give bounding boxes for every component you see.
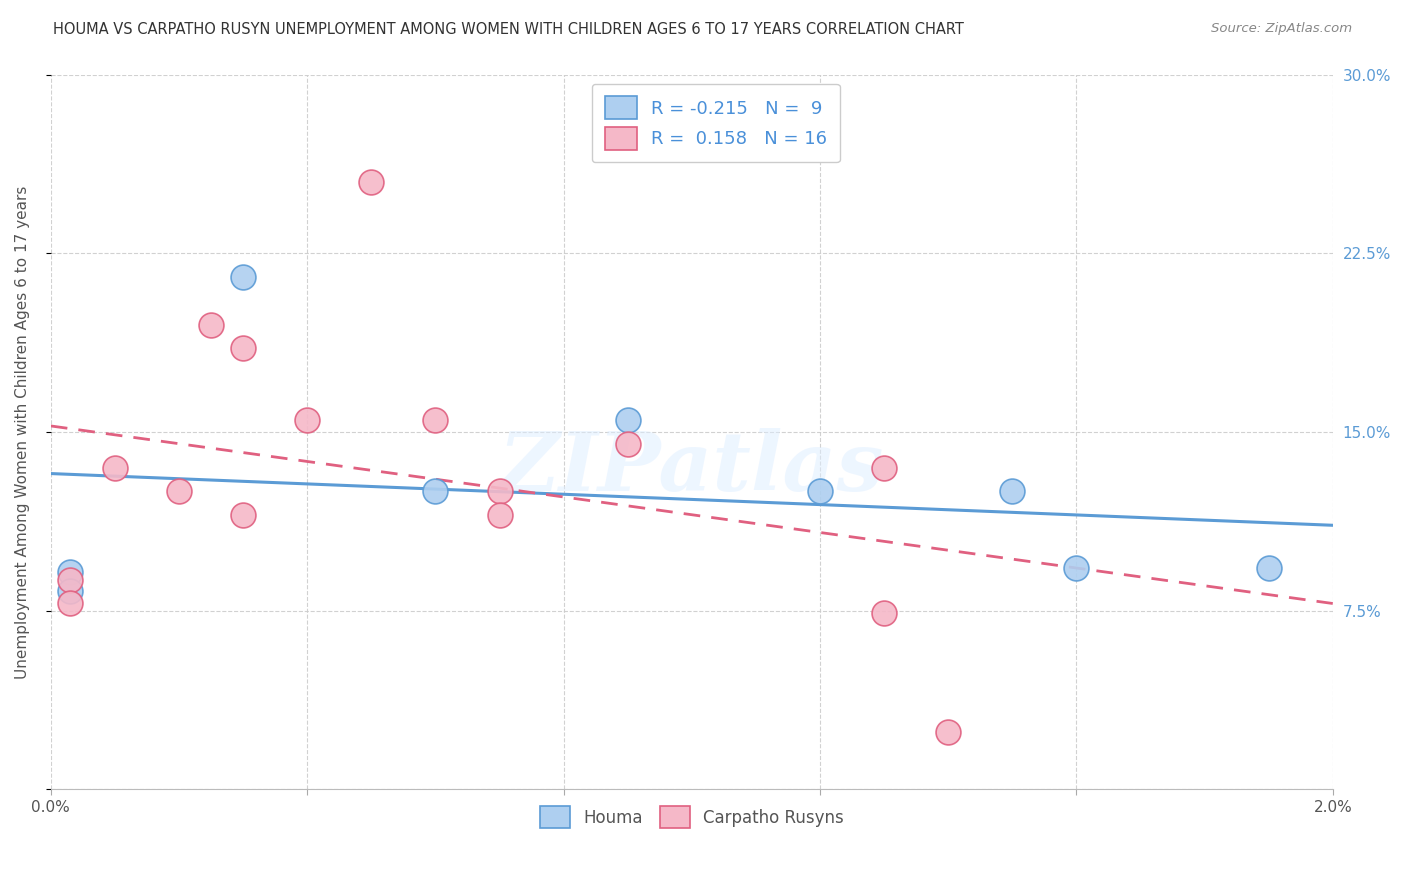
Point xyxy=(808,484,831,499)
Point xyxy=(616,413,638,427)
Point xyxy=(1001,484,1024,499)
Point xyxy=(167,484,190,499)
Point xyxy=(59,584,82,599)
Y-axis label: Unemployment Among Women with Children Ages 6 to 17 years: Unemployment Among Women with Children A… xyxy=(15,186,30,679)
Text: ZIPatlas: ZIPatlas xyxy=(499,427,884,508)
Point xyxy=(360,175,382,189)
Point xyxy=(297,413,319,427)
Point xyxy=(425,413,447,427)
Point xyxy=(616,437,638,451)
Point xyxy=(1257,560,1279,574)
Legend: Houma, Carpatho Rusyns: Houma, Carpatho Rusyns xyxy=(533,800,851,835)
Point xyxy=(488,508,510,523)
Point xyxy=(936,725,959,739)
Point xyxy=(488,484,510,499)
Point xyxy=(59,573,82,587)
Text: Source: ZipAtlas.com: Source: ZipAtlas.com xyxy=(1212,22,1353,36)
Point xyxy=(200,318,222,332)
Point xyxy=(873,606,896,620)
Point xyxy=(232,508,254,523)
Point xyxy=(104,460,127,475)
Point xyxy=(873,460,896,475)
Point xyxy=(59,596,82,610)
Point xyxy=(232,270,254,285)
Point xyxy=(232,342,254,356)
Point xyxy=(425,484,447,499)
Point xyxy=(1066,560,1088,574)
Text: HOUMA VS CARPATHO RUSYN UNEMPLOYMENT AMONG WOMEN WITH CHILDREN AGES 6 TO 17 YEAR: HOUMA VS CARPATHO RUSYN UNEMPLOYMENT AMO… xyxy=(53,22,965,37)
Point xyxy=(59,566,82,580)
